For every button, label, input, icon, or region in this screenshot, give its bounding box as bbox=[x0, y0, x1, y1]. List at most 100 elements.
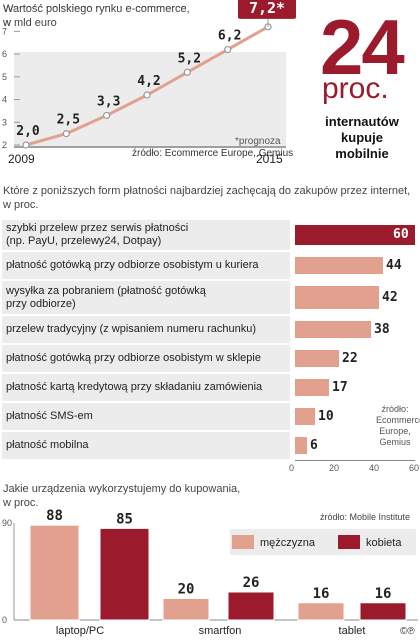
device-chart-source: źródło: Mobile Institute bbox=[320, 512, 411, 522]
payment-source-line1: źródło: bbox=[381, 404, 409, 414]
data-label: 5,2 bbox=[178, 51, 201, 66]
legend-label-men: mężczyzna bbox=[260, 537, 316, 549]
payment-row-label-line: przy odbiorze) bbox=[6, 297, 76, 310]
payment-bar-chart: szybki przelew przez serwis płatności (np… bbox=[0, 220, 420, 459]
data-point bbox=[224, 45, 232, 54]
payment-bar-value: 42 bbox=[382, 289, 398, 305]
payment-row-label-line: płatność gotówką przy odbiorze osobistym… bbox=[6, 352, 261, 364]
device-bar-value: 88 bbox=[46, 508, 63, 524]
data-label: 2,5 bbox=[57, 113, 80, 128]
y-tick-label: 7 bbox=[2, 26, 7, 36]
device-y-tick: 90 bbox=[2, 518, 12, 528]
device-bar-value: 16 bbox=[375, 586, 392, 602]
payment-row-label-line: płatność gotówką przy odbiorze osobistym… bbox=[6, 259, 259, 271]
payment-chart-source: źródło: Ecommerce Europe, Gemius bbox=[376, 404, 420, 448]
y-tick-label: 4 bbox=[2, 95, 7, 105]
forecast-callout bbox=[238, 0, 296, 19]
payment-row-label-line: wysyłka za pobraniem (płatność gotówką bbox=[6, 284, 206, 297]
payment-row-label: płatność gotówką przy odbiorze osobistym… bbox=[6, 352, 290, 365]
data-point bbox=[62, 130, 70, 138]
payment-bar bbox=[295, 257, 383, 274]
device-bar-value: 26 bbox=[243, 575, 260, 591]
device-bar-value: 85 bbox=[116, 511, 133, 527]
device-bar bbox=[162, 597, 210, 621]
device-bar bbox=[297, 602, 345, 621]
device-legend bbox=[230, 529, 416, 555]
payment-bar bbox=[295, 437, 307, 454]
legend-label-women: kobieta bbox=[366, 537, 402, 549]
payment-row: szybki przelew przez serwis płatności (np… bbox=[2, 220, 290, 250]
device-category-label: tablet bbox=[339, 625, 366, 637]
y-tick-label: 5 bbox=[2, 72, 7, 82]
payment-row-label: szybki przelew przez serwis płatności (np… bbox=[6, 222, 290, 248]
payment-chart-question-unit: w proc. bbox=[3, 199, 39, 211]
payment-row-label: płatność gotówką przy odbiorze osobistym… bbox=[6, 259, 290, 272]
payment-row-label: wysyłka za pobraniem (płatność gotówką pr… bbox=[6, 285, 290, 311]
payment-chart-axis: 0 20 40 60 bbox=[0, 460, 420, 476]
payment-row-label-line: (np. PayU, przelewy24, Dotpay) bbox=[6, 235, 162, 247]
legend-swatch-men bbox=[232, 535, 254, 549]
big-stat-line2: kupuje bbox=[341, 130, 383, 145]
payment-bar bbox=[295, 350, 339, 367]
big-stat-line1: internautów bbox=[325, 114, 399, 129]
device-category-label: laptop/PC bbox=[56, 625, 104, 637]
forecast-note: *prognoza bbox=[235, 136, 281, 147]
payment-row-label-line: płatność mobilna bbox=[6, 439, 89, 451]
payment-row-label: płatność kartą kredytową przy składaniu … bbox=[6, 381, 290, 394]
data-point bbox=[103, 111, 111, 120]
payment-axis-line bbox=[295, 460, 415, 461]
payment-row: przelew tradycyjny (z wpisaniem numeru r… bbox=[2, 316, 290, 343]
payment-row-label: płatność SMS-em bbox=[6, 410, 290, 423]
big-stat-unit: proc. bbox=[322, 72, 389, 105]
x-end-label: 2015 bbox=[256, 152, 283, 166]
device-bar-value: 16 bbox=[313, 586, 330, 602]
device-chart-question-unit: w proc. bbox=[3, 497, 39, 509]
data-point bbox=[183, 68, 191, 76]
data-label: 7,2* bbox=[249, 0, 285, 17]
device-bar bbox=[359, 602, 407, 621]
payment-bar-value: 38 bbox=[374, 321, 390, 337]
line-chart-title-text: Wartość polskiego rynku e-commerce, bbox=[3, 3, 190, 15]
device-chart-question: Jakie urządzenia wykorzystujemy do kupow… bbox=[3, 483, 241, 495]
big-stat-number: 24 bbox=[320, 3, 405, 91]
payment-chart-question: Które z poniższych form płatności najbar… bbox=[3, 185, 411, 197]
y-tick-label: 6 bbox=[2, 49, 7, 59]
line-chart-subtitle-text: w mld euro bbox=[3, 17, 57, 29]
payment-bar bbox=[295, 225, 415, 245]
payment-bar bbox=[295, 286, 379, 309]
payment-row-label: przelew tradycyjny (z wpisaniem numeru r… bbox=[6, 323, 290, 336]
payment-row: płatność gotówką przy odbiorze osobistym… bbox=[2, 252, 290, 279]
payment-axis-tick: 20 bbox=[329, 463, 340, 473]
data-label: 6,2 bbox=[218, 29, 241, 44]
legend-swatch-women bbox=[338, 535, 360, 549]
x-start-label: 2009 bbox=[8, 152, 35, 166]
payment-axis-tick: 40 bbox=[369, 463, 380, 473]
payment-bar-value: 60 bbox=[393, 227, 409, 242]
device-bar bbox=[29, 524, 80, 621]
data-point bbox=[143, 91, 151, 99]
data-label: 4,2 bbox=[137, 74, 160, 89]
payment-row-label-line: płatność SMS-em bbox=[6, 410, 93, 422]
payment-row: płatność kartą kredytową przy składaniu … bbox=[2, 374, 290, 401]
payment-bar bbox=[295, 379, 329, 396]
payment-source-line4: Gemius bbox=[379, 437, 411, 447]
payment-row-label-line: szybki przelew przez serwis płatności bbox=[6, 222, 189, 234]
payment-bar-value: 6 bbox=[310, 437, 318, 453]
payment-bar-value: 44 bbox=[386, 257, 402, 273]
payment-bar-value: 17 bbox=[332, 379, 348, 395]
big-stat-text: internautów kupuje mobilnie bbox=[306, 114, 418, 162]
y-tick-label: 2 bbox=[2, 140, 7, 150]
payment-bar-value: 10 bbox=[318, 408, 334, 424]
payment-bar-value: 22 bbox=[342, 350, 358, 366]
data-label: 3,3 bbox=[97, 94, 120, 109]
device-bar bbox=[227, 591, 275, 621]
payment-source-line2: Ecommerce bbox=[376, 415, 420, 425]
data-label: 2,0 bbox=[16, 124, 40, 139]
device-bar-chart: 0 90 88 85 laptop/PC 20 26 smartfon 16 16 tablet mę… bbox=[2, 508, 418, 637]
payment-row-label-line: przelew tradycyjny (z wpisaniem numeru r… bbox=[6, 323, 257, 335]
device-bar-value: 20 bbox=[178, 581, 195, 597]
payment-row: płatność SMS-em bbox=[2, 403, 290, 430]
payment-bar bbox=[295, 408, 315, 425]
payment-axis-tick: 60 bbox=[409, 463, 420, 473]
y-tick-label: 3 bbox=[2, 117, 7, 127]
